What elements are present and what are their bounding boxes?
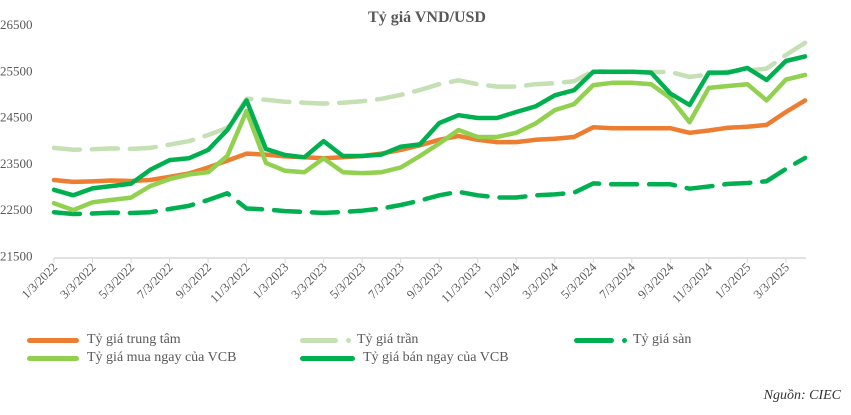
x-tick-label: 5/3/2023: [327, 260, 368, 301]
x-tick-label: 7/3/2024: [597, 260, 639, 302]
legend-swatch: [300, 337, 338, 343]
x-tick-label: 3/3/2022: [57, 260, 98, 301]
floor-rate-line: [51, 155, 808, 217]
y-tick-label: 25500: [0, 63, 33, 78]
exchange-rate-chart: Tỷ giá VND/USD 26500 25500 24500 23500 22500…: [0, 9, 808, 306]
vcb-buy-rate-line: [51, 72, 808, 213]
y-tick-label: 24500: [0, 110, 33, 125]
legend-swatch: [574, 337, 614, 343]
x-tick-label: 7/3/2022: [134, 260, 175, 301]
x-tick-label: 3/3/2025: [751, 260, 792, 301]
legend-swatch: [300, 355, 355, 361]
y-tick-label: 26500: [0, 17, 33, 32]
x-tick-label: 1/3/2022: [19, 260, 60, 301]
legend-item-vcb-buy: Tỷ giá mua ngay của VCB: [27, 350, 236, 366]
legend-item-ceiling-rate: Tỷ giá trần: [300, 332, 418, 348]
x-tick-label: 3/3/2024: [520, 260, 562, 302]
vcb-sell-rate-line: [51, 54, 808, 198]
y-tick-label: 22500: [0, 202, 33, 217]
legend-label: Tỷ giá bán ngay của VCB: [363, 350, 509, 365]
x-tick-label: 11/3/2024: [670, 260, 716, 306]
source-note: Nguồn: CIEC: [763, 388, 841, 403]
legend-label: Tỷ giá trung tâm: [87, 332, 181, 347]
legend-item-floor-rate: Tỷ giá sàn: [574, 332, 691, 348]
x-tick-label: 5/3/2024: [558, 260, 600, 302]
x-tick-label: 1/3/2023: [250, 260, 291, 301]
legend-item-vcb-sell: Tỷ giá bán ngay của VCB: [300, 350, 509, 366]
y-tick-label: 23500: [0, 156, 33, 171]
x-tick-label: 5/3/2022: [96, 260, 137, 301]
legend-label: Tỷ giá sàn: [633, 332, 692, 347]
x-axis: 1/3/20223/3/20225/3/20227/3/20229/3/2022…: [19, 258, 792, 306]
x-tick-label: 11/3/2022: [207, 260, 252, 305]
legend-item-central-rate: Tỷ giá trung tâm: [27, 332, 181, 348]
plot-area: [51, 40, 808, 217]
legend-swatch: [27, 355, 79, 361]
x-tick-label: 1/3/2025: [712, 260, 753, 301]
legend-dot: [346, 337, 351, 343]
x-tick-label: 3/3/2023: [288, 260, 329, 301]
legend-label: Tỷ giá mua ngay của VCB: [87, 350, 237, 365]
y-tick-label: 21500: [0, 249, 33, 264]
legend-label: Tỷ giá trần: [357, 332, 419, 347]
chart-title: Tỷ giá VND/USD: [368, 9, 486, 26]
x-tick-label: 11/3/2023: [438, 260, 483, 305]
x-tick-label: 1/3/2024: [481, 260, 523, 302]
legend-swatch: [27, 337, 79, 343]
y-axis: 26500 25500 24500 23500 22500 21500: [0, 17, 33, 264]
legend-dot: [622, 337, 627, 343]
ceiling-rate-line: [51, 40, 808, 153]
x-tick-label: 7/3/2023: [365, 260, 406, 301]
